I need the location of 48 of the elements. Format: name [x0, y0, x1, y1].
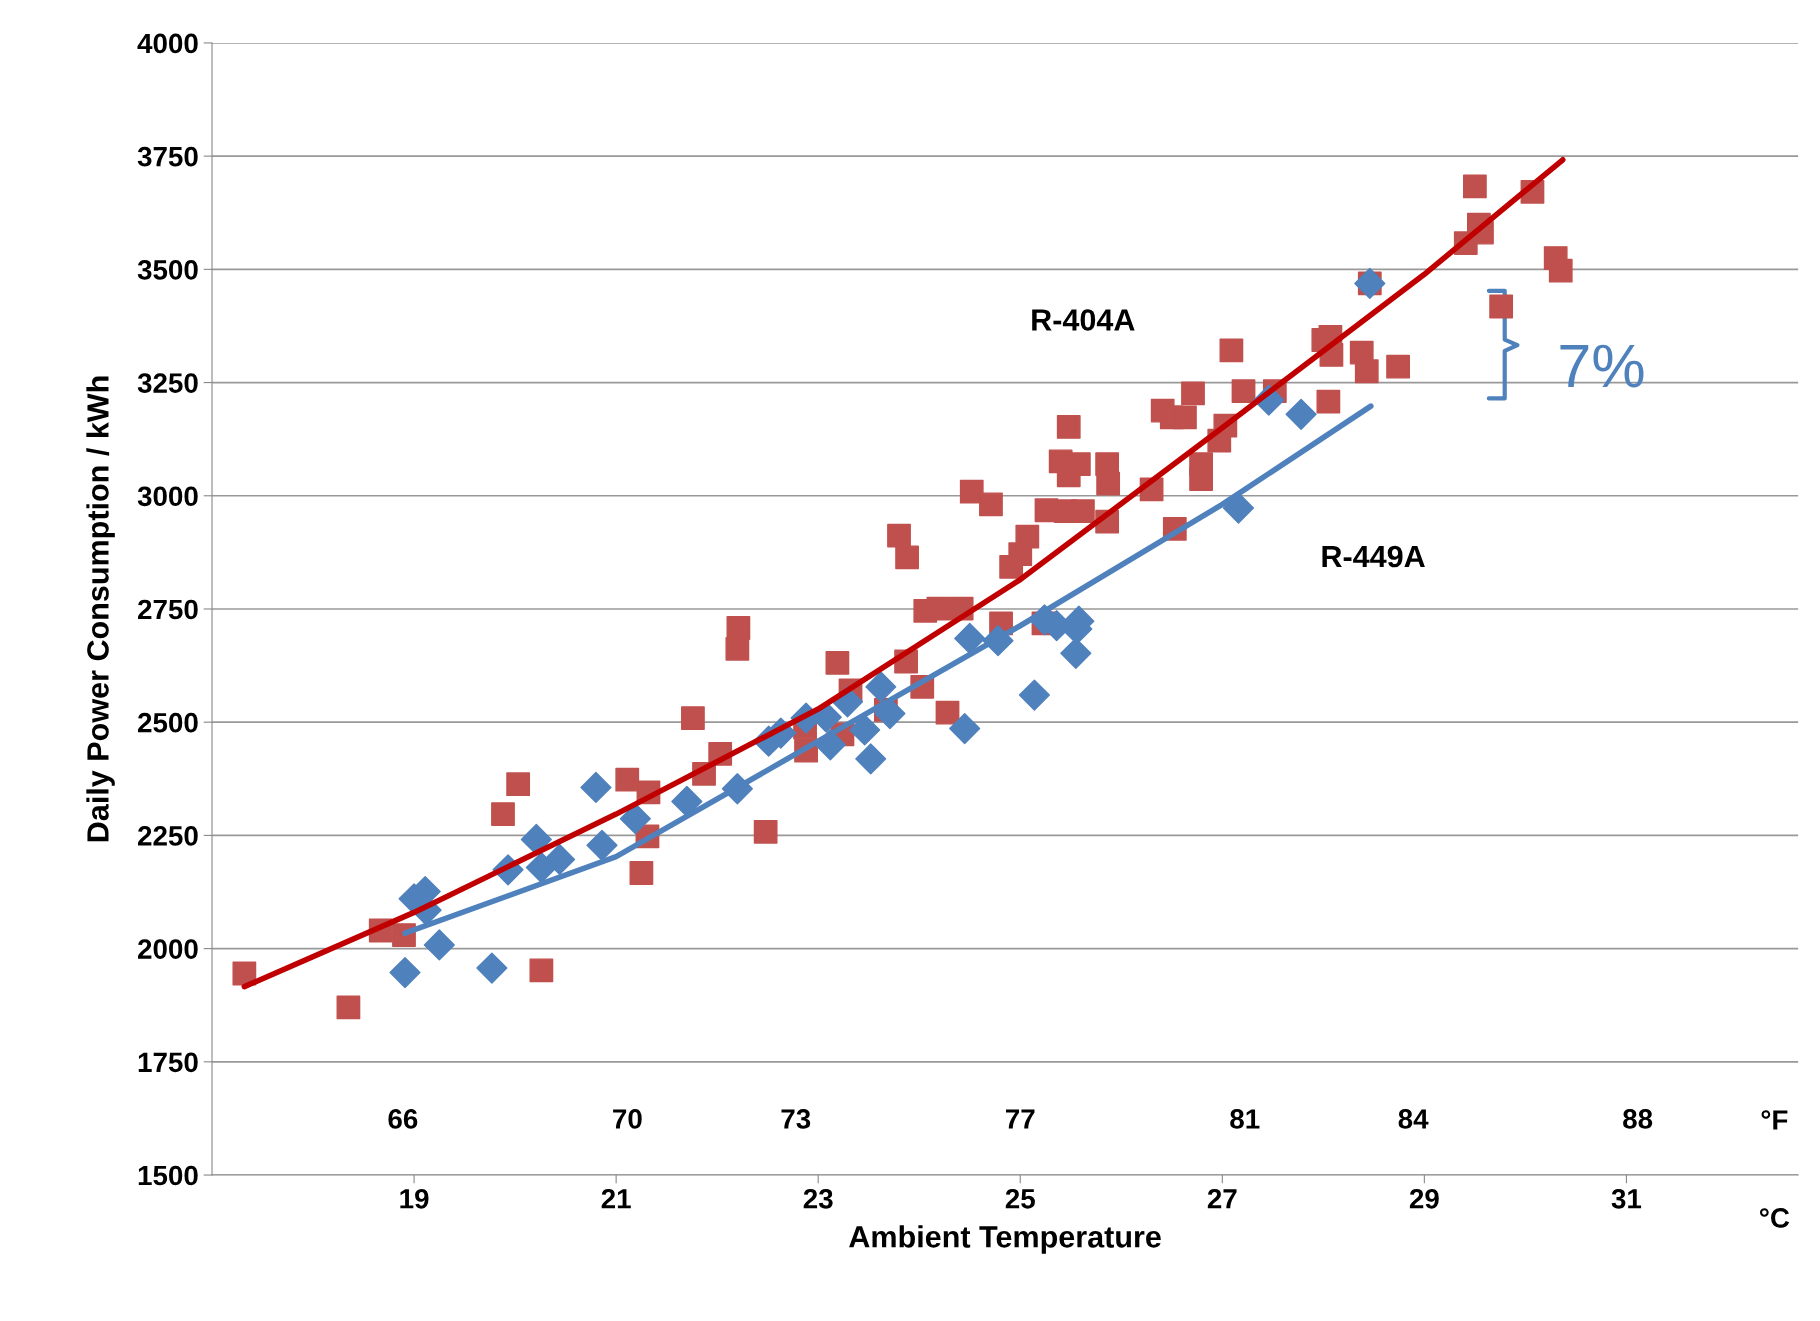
- point: [476, 952, 508, 984]
- x2-tick-label: 66: [388, 1109, 418, 1129]
- x2-tick-label: 73: [781, 1109, 811, 1129]
- x2-tick-label: 88: [1623, 1109, 1653, 1129]
- annotation: R-449A: [1322, 545, 1425, 568]
- y-tick-label: 1750: [138, 1052, 198, 1073]
- y-tick-label: 2000: [138, 939, 198, 959]
- y-tick-label: 1500: [138, 1165, 198, 1186]
- point: [389, 957, 421, 989]
- y-tick-label: 3500: [137, 260, 198, 280]
- point: [1354, 267, 1386, 299]
- text: °C: [1760, 1208, 1790, 1228]
- x-tick-label: 29: [1409, 1188, 1439, 1209]
- point: [1285, 398, 1317, 430]
- x-tick-label: 21: [601, 1188, 631, 1209]
- x-axis-title: Ambient Temperature: [849, 1225, 1161, 1254]
- point: [865, 671, 897, 703]
- y-tick-label: 3250: [137, 373, 198, 393]
- annotation: R-404A: [1032, 309, 1135, 331]
- x-tick-label: 19: [400, 1188, 429, 1209]
- annotation: 7%: [1560, 344, 1644, 388]
- point: [954, 622, 986, 655]
- x2-tick-label: 70: [613, 1109, 642, 1129]
- y-tick-label: 3750: [137, 146, 198, 167]
- y-tick-label: 3000: [137, 486, 198, 507]
- x2-tick-label: 84: [1398, 1109, 1429, 1129]
- point: [949, 712, 981, 745]
- point: [1018, 679, 1050, 711]
- x-tick-label: 23: [803, 1188, 833, 1209]
- point: [586, 829, 618, 861]
- y-tick-label: 2250: [138, 826, 198, 846]
- y-tick-label: 2750: [138, 599, 198, 620]
- y-axis-title: Daily Power Consumption / kWh: [86, 376, 115, 842]
- point: [423, 929, 455, 961]
- x-tick-label: 31: [1611, 1188, 1642, 1209]
- y-tick-label: 2500: [138, 712, 198, 733]
- x-tick-label: 25: [1005, 1188, 1035, 1209]
- point: [855, 743, 887, 775]
- point: [580, 771, 612, 803]
- point: [849, 714, 881, 746]
- point: [543, 843, 576, 875]
- y-tick-label: 4000: [137, 33, 198, 54]
- x2-tick-label: 77: [1006, 1109, 1035, 1129]
- point: [1222, 492, 1255, 524]
- x2-tick-label: 81: [1230, 1109, 1260, 1129]
- x2-axis-title: °F: [1761, 1110, 1788, 1130]
- x-tick-label: 27: [1207, 1188, 1237, 1209]
- point: [619, 803, 651, 835]
